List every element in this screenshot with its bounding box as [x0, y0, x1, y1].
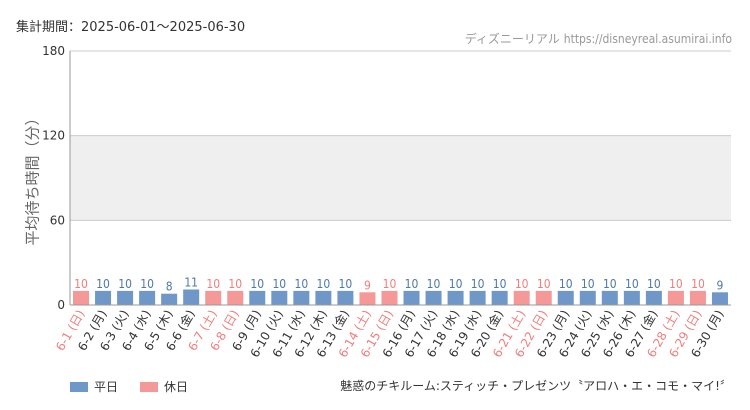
source-url[interactable]: https://disneyreal.asumirai.info: [563, 32, 732, 46]
bar[interactable]: [227, 290, 244, 305]
bar[interactable]: [425, 290, 442, 305]
bar[interactable]: [557, 290, 574, 305]
value-label: 11: [184, 275, 198, 289]
bar[interactable]: [689, 290, 706, 305]
bar[interactable]: [513, 290, 530, 305]
bar[interactable]: [645, 290, 662, 305]
value-label: 10: [74, 277, 88, 291]
bar[interactable]: [315, 290, 332, 305]
collection-period: 集計期間：2025-06-01～2025-06-30: [16, 20, 246, 35]
legend-label-weekday: 平日: [94, 380, 119, 394]
bar[interactable]: [73, 290, 90, 305]
value-label: 10: [96, 277, 110, 291]
value-label: 10: [140, 277, 154, 291]
value-label: 10: [647, 277, 661, 291]
y-tick-label: 180: [42, 44, 65, 58]
value-label: 10: [669, 277, 683, 291]
bar[interactable]: [95, 290, 112, 305]
source-site-name: ディズニーリアル: [464, 32, 560, 46]
value-label: 9: [717, 278, 724, 292]
legend-label-holiday: 休日: [164, 380, 189, 394]
bar[interactable]: [293, 290, 310, 305]
y-tick-label: 120: [42, 129, 65, 143]
value-label: 10: [581, 277, 595, 291]
bar[interactable]: [271, 290, 288, 305]
gridlines: [70, 50, 731, 221]
bar[interactable]: [381, 290, 398, 305]
bar[interactable]: [447, 290, 464, 305]
shaded-band: [70, 135, 731, 221]
bar[interactable]: [205, 290, 222, 305]
legend-swatch-weekday: [70, 381, 88, 392]
value-label: 10: [427, 277, 441, 291]
value-label: 10: [118, 277, 132, 291]
bar[interactable]: [403, 290, 420, 305]
y-tick-labels: 0 60 120 180: [42, 44, 65, 312]
legend-swatch-holiday: [140, 381, 159, 392]
bar[interactable]: [337, 290, 354, 305]
value-label: 10: [515, 277, 529, 291]
bar[interactable]: [491, 290, 508, 305]
bar[interactable]: [667, 290, 684, 305]
value-label: 10: [493, 277, 507, 291]
value-label: 10: [250, 277, 264, 291]
source-credit[interactable]: ディズニーリアル https://disneyreal.asumirai.info: [465, 30, 732, 47]
value-label: 10: [294, 277, 308, 291]
bars: [73, 289, 728, 305]
value-label: 10: [383, 277, 397, 291]
value-label: 10: [625, 277, 639, 291]
bar[interactable]: [469, 290, 486, 305]
legend: 平日 休日: [70, 378, 210, 395]
bar[interactable]: [161, 293, 178, 305]
value-label: 10: [559, 277, 573, 291]
value-label: 10: [317, 277, 331, 291]
value-label: 10: [471, 277, 485, 291]
bar[interactable]: [579, 290, 596, 305]
value-label: 10: [228, 277, 242, 291]
bar[interactable]: [711, 292, 728, 305]
value-label: 10: [272, 277, 286, 291]
value-label: 10: [691, 277, 705, 291]
legend-item-holiday[interactable]: 休日: [140, 378, 188, 395]
value-label: 10: [603, 277, 617, 291]
bar[interactable]: [139, 290, 156, 305]
value-label: 8: [166, 280, 173, 294]
bar[interactable]: [535, 290, 552, 305]
value-label: 10: [537, 277, 551, 291]
value-label: 10: [449, 277, 463, 291]
value-label: 10: [339, 277, 353, 291]
value-label: 10: [206, 277, 220, 291]
bar[interactable]: [623, 290, 640, 305]
bar[interactable]: [249, 290, 266, 305]
y-tick-label: 60: [50, 213, 65, 227]
bar[interactable]: [183, 289, 200, 305]
value-label: 9: [364, 278, 371, 292]
x-tick-labels: 6-1 (日)6-2 (月)6-3 (火)6-4 (水)6-5 (木)6-6 (…: [53, 307, 726, 360]
value-label: 10: [405, 277, 419, 291]
bar[interactable]: [117, 290, 134, 305]
attraction-name: 魅惑のチキルーム:スティッチ・プレゼンツ〝アロハ・エ・コモ・マイ!〞: [340, 379, 732, 393]
legend-item-weekday[interactable]: 平日: [70, 378, 118, 395]
bar[interactable]: [359, 292, 376, 305]
y-tick-label: 0: [57, 298, 65, 312]
value-labels: 10 10 10 10 8 11 10 10 10 10 10 10 10 9 10 10 10 10 10 10 10…: [74, 275, 723, 293]
bar[interactable]: [601, 290, 618, 305]
